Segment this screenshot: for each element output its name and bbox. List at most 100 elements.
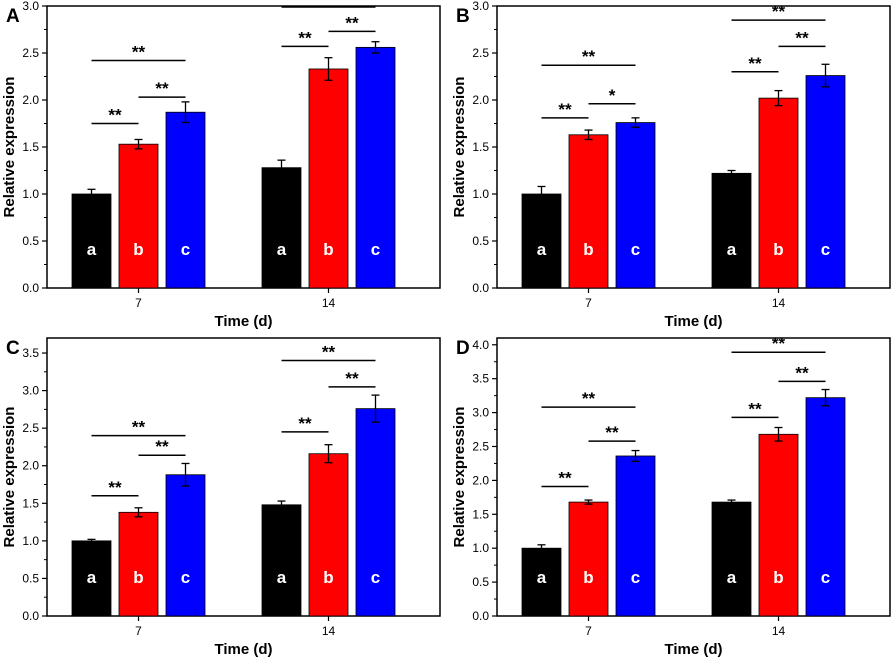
y-tick-label: 2.5 xyxy=(22,421,39,435)
bar-a-day-7 xyxy=(71,193,112,289)
bar-a-day-14 xyxy=(711,172,752,289)
x-axis-title: Time (d) xyxy=(214,313,272,330)
y-tick-label: 4.0 xyxy=(472,338,489,352)
significance-label: ** xyxy=(795,363,809,382)
significance-label: ** xyxy=(298,28,312,47)
significance-label: ** xyxy=(132,418,146,437)
x-tick-label: 14 xyxy=(772,296,786,310)
bar-letter: c xyxy=(181,240,190,259)
bar-letter: c xyxy=(821,568,830,587)
y-tick-label: 0.5 xyxy=(22,571,39,585)
bar-c-day-14 xyxy=(805,397,846,617)
bar-c-day-7 xyxy=(165,474,206,617)
y-tick-label: 1.5 xyxy=(472,140,489,154)
significance-label: ** xyxy=(748,399,762,418)
bar-letter: a xyxy=(537,568,547,587)
bar-c-day-7 xyxy=(165,111,206,289)
y-tick-label: 2.5 xyxy=(472,439,489,453)
bar-c-day-7 xyxy=(615,455,656,617)
panel-letter: A xyxy=(6,6,20,27)
bar-b-day-7 xyxy=(568,134,609,289)
bar-letter: b xyxy=(773,240,783,259)
x-tick-label: 14 xyxy=(322,624,336,638)
y-axis-title: Relative expression xyxy=(1,77,18,218)
bar-b-day-14 xyxy=(308,453,349,617)
y-tick-label: 2.0 xyxy=(22,93,39,107)
y-tick-label: 0.0 xyxy=(472,609,489,623)
y-tick-label: 1.5 xyxy=(22,496,39,510)
plot-frame xyxy=(46,337,441,617)
significance-label: ** xyxy=(795,28,809,47)
bar-b-day-7 xyxy=(118,511,159,617)
panel-letter: C xyxy=(6,338,20,359)
panel-letter: B xyxy=(456,6,470,27)
bar-letter: b xyxy=(323,568,333,587)
bar-c-day-14 xyxy=(355,46,396,289)
significance-label: ** xyxy=(558,468,572,487)
bar-letter: c xyxy=(371,568,380,587)
bar-a-day-14 xyxy=(711,501,752,617)
significance-label: ** xyxy=(132,43,146,62)
y-axis-title: Relative expression xyxy=(1,407,18,548)
significance-label: ** xyxy=(345,369,359,388)
y-tick-label: 0.5 xyxy=(22,234,39,248)
bar-letter: b xyxy=(583,568,593,587)
significance-label: ** xyxy=(605,423,619,442)
bar-letter: a xyxy=(727,568,737,587)
y-tick-label: 2.5 xyxy=(472,46,489,60)
x-tick-label: 7 xyxy=(585,296,592,310)
y-tick-label: 1.0 xyxy=(472,541,489,555)
y-axis-title: Relative expression xyxy=(451,407,468,548)
y-tick-label: 3.0 xyxy=(472,0,489,13)
panel-c: 0.0 0.5 1.0 1.5 2.0 2.5 3.0 3.5 7 a b c 14 a b c ** ** ** *… xyxy=(1,337,441,658)
bar-letter: b xyxy=(583,240,593,259)
y-tick-label: 3.5 xyxy=(22,346,39,360)
bar-letter: a xyxy=(537,240,547,259)
y-tick-label: 1.0 xyxy=(22,187,39,201)
y-tick-label: 3.5 xyxy=(472,372,489,386)
significance-label: ** xyxy=(322,343,336,362)
y-tick-label: 0.5 xyxy=(472,575,489,589)
bar-letter: a xyxy=(277,568,287,587)
bar-a-day-14 xyxy=(261,504,302,617)
y-tick-label: 0.5 xyxy=(472,234,489,248)
bar-b-day-7 xyxy=(568,501,609,617)
x-tick-label: 14 xyxy=(322,296,336,310)
significance-label: ** xyxy=(772,2,786,21)
bar-letter: b xyxy=(133,568,143,587)
x-tick-label: 7 xyxy=(135,296,142,310)
bar-letter: c xyxy=(821,240,830,259)
plot-frame xyxy=(496,337,891,617)
y-tick-label: 1.5 xyxy=(472,507,489,521)
y-tick-label: 1.0 xyxy=(22,534,39,548)
bar-letter: c xyxy=(631,568,640,587)
y-tick-label: 2.0 xyxy=(22,459,39,473)
y-axis-title: Relative expression xyxy=(451,77,468,218)
y-tick-label: 0.0 xyxy=(472,281,489,295)
bar-letter: a xyxy=(87,568,97,587)
bar-a-day-7 xyxy=(521,547,562,617)
bar-letter: c xyxy=(181,568,190,587)
y-tick-label: 2.5 xyxy=(22,46,39,60)
x-tick-label: 14 xyxy=(772,624,786,638)
y-tick-label: 3.0 xyxy=(22,384,39,398)
bar-letter: a xyxy=(727,240,737,259)
bar-letter: b xyxy=(323,240,333,259)
significance-label: ** xyxy=(558,100,572,119)
panel-letter: D xyxy=(456,338,470,359)
significance-label: * xyxy=(609,86,616,105)
significance-label: ** xyxy=(155,79,169,98)
x-axis-title: Time (d) xyxy=(214,641,272,658)
y-tick-label: 3.0 xyxy=(22,0,39,13)
panel-a: 0.0 0.5 1.0 1.5 2.0 2.5 3.0 7 a b c 14 a b c ** ** ** ** **… xyxy=(1,0,441,330)
bar-b-day-14 xyxy=(758,433,799,617)
significance-label: ** xyxy=(322,0,336,8)
bar-letter: b xyxy=(133,240,143,259)
y-tick-label: 0.0 xyxy=(22,609,39,623)
bar-a-day-14 xyxy=(261,167,302,289)
panel-d: 0.0 0.5 1.0 1.5 2.0 2.5 3.0 3.5 4.0 7 a b c 14 a b c ** **… xyxy=(451,334,891,658)
x-tick-label: 7 xyxy=(585,624,592,638)
bar-c-day-7 xyxy=(615,122,656,289)
